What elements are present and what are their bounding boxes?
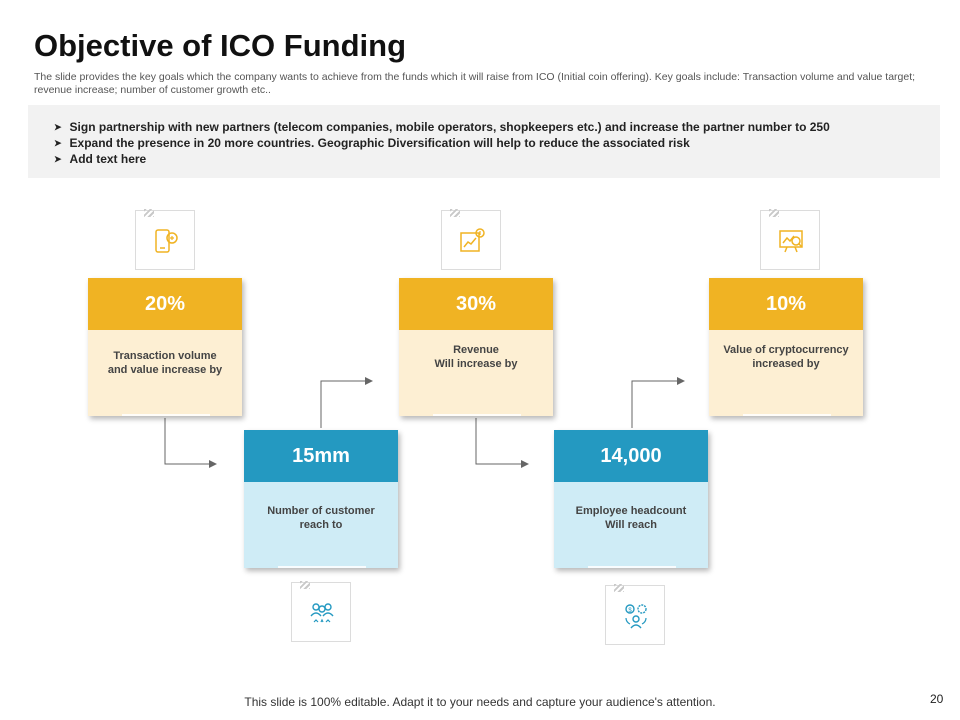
goal-card-description: Transaction volume and value increase by xyxy=(88,330,242,416)
goal-card-line: Will increase by xyxy=(434,358,518,370)
hatch-decoration xyxy=(144,209,154,217)
goal-card-description: Revenue Will increase by xyxy=(399,330,553,416)
revenue-growth-icon xyxy=(460,228,485,252)
card-foot-line xyxy=(743,414,831,416)
revenue-growth-icon-box xyxy=(441,209,501,270)
goal-card-line: reach to xyxy=(299,519,343,531)
goal-card-line: Will reach xyxy=(605,519,657,531)
crypto-analysis-icon-box xyxy=(760,209,820,270)
key-goals-list: ➤ Sign partnership with new partners (tel… xyxy=(28,105,940,167)
goal-card-line: Revenue xyxy=(453,344,499,356)
goal-card-value: 15mm xyxy=(244,430,398,482)
goal-card-line: Employee headcount xyxy=(575,505,687,517)
goal-card-line: Transaction volume xyxy=(113,350,217,362)
key-goals-box: ➤ Sign partnership with new partners (tel… xyxy=(28,105,940,178)
goal-card-value: 10% xyxy=(709,278,863,330)
bullet-arrow-icon: ➤ xyxy=(54,122,62,132)
bullet-arrow-icon: ➤ xyxy=(54,138,62,148)
goal-card-value: 20% xyxy=(88,278,242,330)
bullet-item: ➤ Add text here xyxy=(54,151,940,167)
hatch-decoration xyxy=(450,209,460,217)
goal-card-value: 30% xyxy=(399,278,553,330)
bullet-text: Expand the presence in 20 more countries… xyxy=(69,136,690,150)
employee-finance-icon-box: $ xyxy=(605,584,665,645)
customers-group-icon-box xyxy=(291,581,351,642)
goal-card-line: increased by xyxy=(752,358,820,370)
connector-arrow xyxy=(475,418,529,468)
bullet-item: ➤ Expand the presence in 20 more countrie… xyxy=(54,135,940,151)
card-foot-line xyxy=(278,566,366,568)
card-foot-line xyxy=(588,566,676,568)
page-number: 20 xyxy=(930,692,944,706)
svg-text:$: $ xyxy=(628,608,632,614)
employee-finance-icon: $ xyxy=(625,604,647,629)
connector-arrow xyxy=(631,377,685,428)
slide-title: Objective of ICO Funding xyxy=(34,28,406,63)
mobile-payment-icon-box xyxy=(135,209,195,270)
goal-card-customers: 15mm Number of customer reach to xyxy=(244,430,398,568)
bullet-item: ➤ Sign partnership with new partners (tel… xyxy=(54,119,940,135)
goal-card-transaction: 20% Transaction volume and value increase… xyxy=(88,278,242,416)
footer-text: This slide is 100% editable. Adapt it to… xyxy=(244,695,716,709)
goal-card-cryptocurrency: 10% Value of cryptocurrency increased by xyxy=(709,278,863,416)
card-foot-line xyxy=(433,414,521,416)
hatch-decoration xyxy=(300,581,310,589)
connector-arrow xyxy=(320,377,373,428)
hatch-decoration xyxy=(769,209,779,217)
goal-card-description: Number of customer reach to xyxy=(244,482,398,568)
crypto-analysis-icon xyxy=(779,230,803,253)
goal-card-value: 14,000 xyxy=(554,430,708,482)
slide-subtitle: The slide provides the key goals which t… xyxy=(34,71,916,96)
customers-group-icon xyxy=(310,603,334,623)
connector-arrow xyxy=(164,418,217,468)
goal-card-description: Employee headcount Will reach xyxy=(554,482,708,568)
card-foot-line xyxy=(122,414,210,416)
goal-card-line: Number of customer xyxy=(267,505,375,517)
hatch-decoration xyxy=(614,584,624,592)
goal-card-employees: 14,000 Employee headcount Will reach xyxy=(554,430,708,568)
goal-card-line: and value increase by xyxy=(107,364,223,376)
bullet-text: Add text here xyxy=(69,152,147,166)
mobile-payment-icon xyxy=(155,229,178,253)
bullet-arrow-icon: ➤ xyxy=(54,154,62,164)
bullet-text: Sign partnership with new partners (tele… xyxy=(69,120,830,134)
goal-card-description: Value of cryptocurrency increased by xyxy=(709,330,863,416)
goal-card-revenue: 30% Revenue Will increase by xyxy=(399,278,553,416)
goal-card-line: Value of cryptocurrency xyxy=(723,344,849,356)
